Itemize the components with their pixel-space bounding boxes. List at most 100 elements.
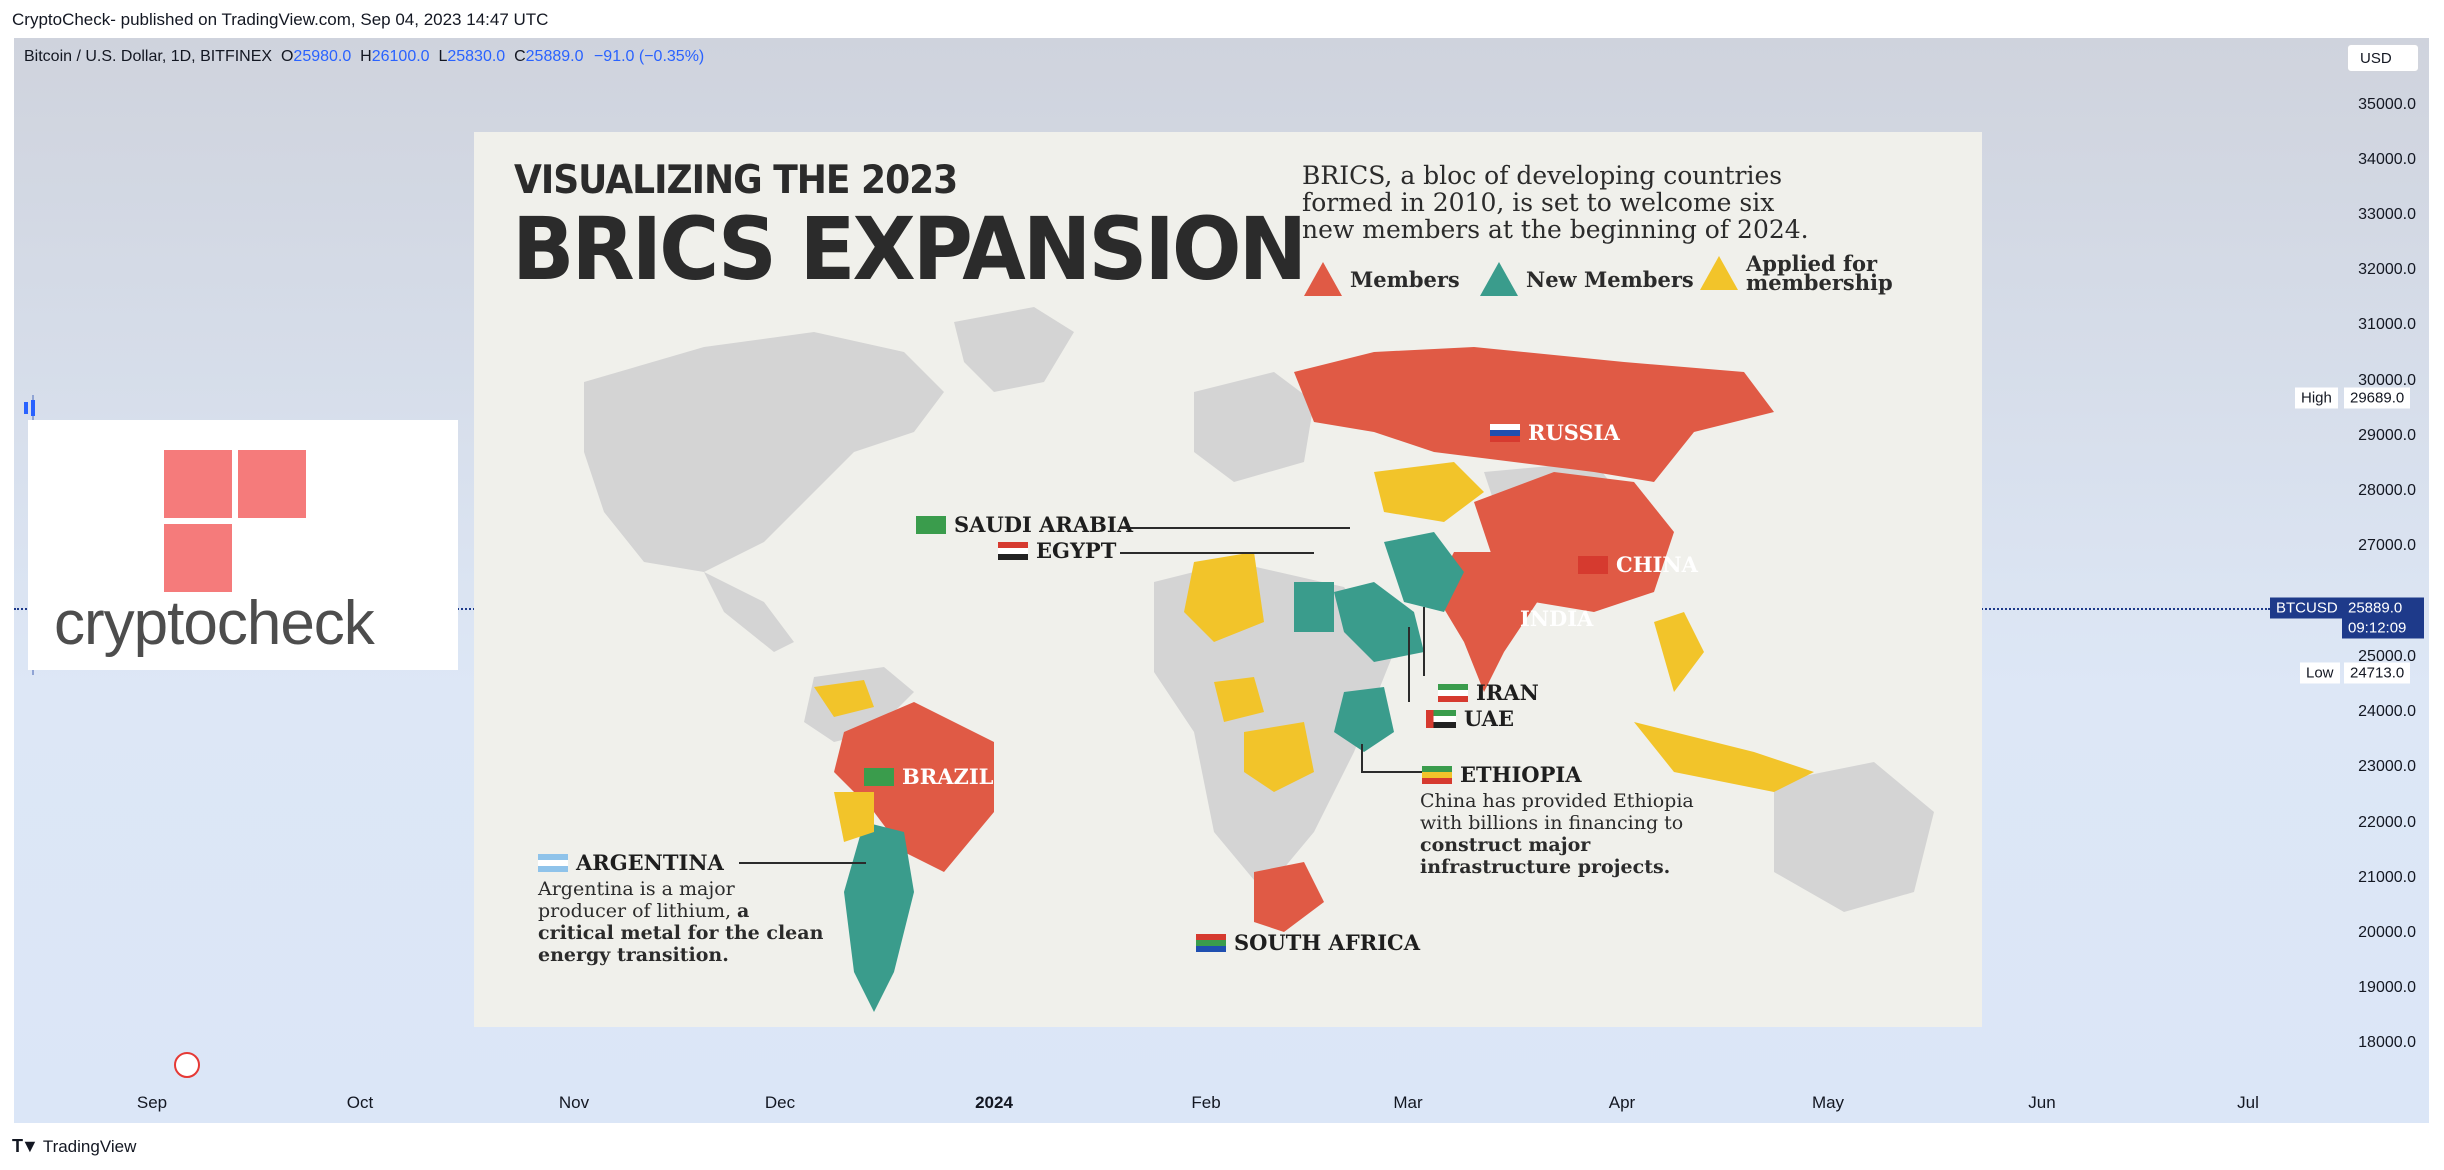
y-tick-label: 27000.0: [2358, 537, 2416, 555]
saudi-flag-icon: [916, 516, 946, 534]
label-argentina: ARGENTINA: [538, 850, 724, 875]
last-price-tag: 25889.0: [2342, 597, 2424, 619]
candle-1: [24, 402, 28, 414]
russia-flag-icon: [1490, 424, 1520, 442]
label-china-text: CHINA: [1616, 552, 1698, 577]
close-label: C: [514, 48, 526, 65]
label-brazil-text: BRAZIL: [902, 764, 994, 789]
change-value: −91.0 (−0.35%): [593, 48, 705, 65]
country-indonesia: [1634, 722, 1814, 792]
x-tick-label: Nov: [558, 1093, 590, 1112]
legend-members: Members: [1304, 262, 1460, 296]
open-label: O: [280, 48, 294, 65]
logo-square-3: [164, 524, 232, 592]
legend-members-label: Members: [1350, 266, 1460, 292]
high-label: H: [360, 48, 372, 65]
y-tick-label: 28000.0: [2358, 482, 2416, 500]
logo-square-1: [164, 450, 232, 518]
country-argentina: [844, 822, 914, 1012]
label-india-text: INDIA: [1520, 606, 1594, 631]
y-tick-label: 29000.0: [2358, 426, 2416, 444]
country-saudi-arabia: [1334, 582, 1424, 662]
x-tick-label: Feb: [1191, 1093, 1221, 1112]
x-tick-label: Jun: [2028, 1093, 2056, 1112]
bar-countdown: 09:12:09: [2342, 617, 2424, 639]
label-south-africa: SOUTH AFRICA: [1196, 930, 1420, 955]
country-iran: [1384, 532, 1464, 612]
y-tick-label: 33000.0: [2358, 206, 2416, 224]
y-tick-label: 34000.0: [2358, 150, 2416, 168]
symbol-legend: Bitcoin / U.S. Dollar, 1D, BITFINEX O259…: [24, 48, 704, 66]
legend-applied: Applied for membership: [1700, 253, 1893, 293]
tradingview-footer[interactable]: T▼ TradingView: [12, 1136, 136, 1157]
iran-flag-icon: [1438, 684, 1468, 702]
label-egypt-text: EGYPT: [1036, 538, 1117, 563]
label-egypt: EGYPT: [998, 538, 1116, 563]
label-argentina-text: ARGENTINA: [576, 850, 724, 875]
logo-wordmark: cryptocheck: [54, 589, 375, 658]
x-tick-label: 2024: [975, 1093, 1013, 1112]
low-value: 25830.0: [447, 48, 506, 65]
country-kazakhstan: [1374, 462, 1484, 522]
y-tick-label: 35000.0: [2358, 95, 2416, 113]
x-tick-label: Jul: [2237, 1093, 2259, 1112]
symbol-price-tag: BTCUSD: [2270, 597, 2344, 619]
country-ethiopia: [1334, 687, 1394, 752]
land-greenland: [954, 307, 1074, 392]
country-southeast-asia: [1654, 612, 1704, 692]
land-europe: [1194, 372, 1314, 482]
triangle-icon: [1700, 256, 1738, 290]
label-uae: UAE: [1426, 706, 1514, 731]
us-flag-event-icon[interactable]: [174, 1052, 200, 1078]
y-tick-label: 25000.0: [2358, 647, 2416, 665]
y-tick-label: 22000.0: [2358, 813, 2416, 831]
tradingview-brand: TradingView: [42, 1136, 137, 1156]
infographic-description: BRICS, a bloc of developing countries fo…: [1302, 161, 1809, 244]
country-bolivia: [834, 792, 874, 842]
label-china: CHINA: [1578, 552, 1698, 577]
country-russia: [1294, 347, 1774, 482]
candle-2: [31, 400, 35, 416]
currency-button[interactable]: USD: [2347, 44, 2419, 72]
label-brazil: BRAZIL: [864, 764, 993, 789]
brics-infographic: VISUALIZING THE 2023 BRICS EXPANSION BRI…: [474, 132, 1982, 1027]
ethiopia-flag-icon: [1422, 766, 1452, 784]
brazil-flag-icon: [864, 768, 894, 786]
y-tick-label: 24000.0: [2358, 703, 2416, 721]
open-value: 25980.0: [293, 48, 352, 65]
country-congo: [1244, 722, 1314, 792]
y-tick-label: 30000.0: [2358, 371, 2416, 389]
x-tick-label: Sep: [136, 1093, 168, 1112]
argentina-note: Argentina is a major producer of lithium…: [538, 878, 828, 966]
y-tick-label: 23000.0: [2358, 758, 2416, 776]
label-ethiopia-text: ETHIOPIA: [1460, 762, 1582, 787]
logo-square-2: [238, 450, 306, 518]
label-uae-text: UAE: [1464, 706, 1514, 731]
land-north-america: [584, 332, 944, 572]
country-south-africa: [1254, 862, 1324, 932]
south-africa-flag-icon: [1196, 934, 1226, 952]
low-label: L: [438, 48, 448, 65]
label-saudi-arabia: SAUDI ARABIA: [916, 512, 1133, 537]
label-russia: RUSSIA: [1490, 420, 1620, 445]
x-tick-label: May: [1811, 1093, 1845, 1112]
ethiopia-note-bold: construct major infrastructure projects.: [1420, 834, 1671, 878]
low-value-tag: 24713.0: [2344, 662, 2411, 684]
x-tick-label: Mar: [1393, 1093, 1423, 1112]
label-ethiopia: ETHIOPIA: [1422, 762, 1582, 787]
close-value: 25889.0: [525, 48, 584, 65]
x-tick-label: Dec: [764, 1093, 796, 1112]
infographic-title-line1: VISUALIZING THE 2023: [514, 158, 958, 204]
egypt-flag-icon: [998, 542, 1028, 560]
high-value: 26100.0: [371, 48, 430, 65]
ethiopia-note-plain: China has provided Ethiopia with billion…: [1420, 790, 1694, 834]
country-venezuela: [814, 680, 874, 717]
cryptocheck-logo: cryptocheck: [28, 420, 458, 670]
y-tick-label: 31000.0: [2358, 316, 2416, 334]
x-tick-label: Oct: [346, 1093, 374, 1112]
land-australia: [1774, 762, 1934, 912]
label-india: INDIA: [1520, 606, 1593, 631]
country-brazil: [834, 702, 994, 872]
country-algeria: [1184, 552, 1264, 642]
argentina-flag-icon: [538, 854, 568, 872]
